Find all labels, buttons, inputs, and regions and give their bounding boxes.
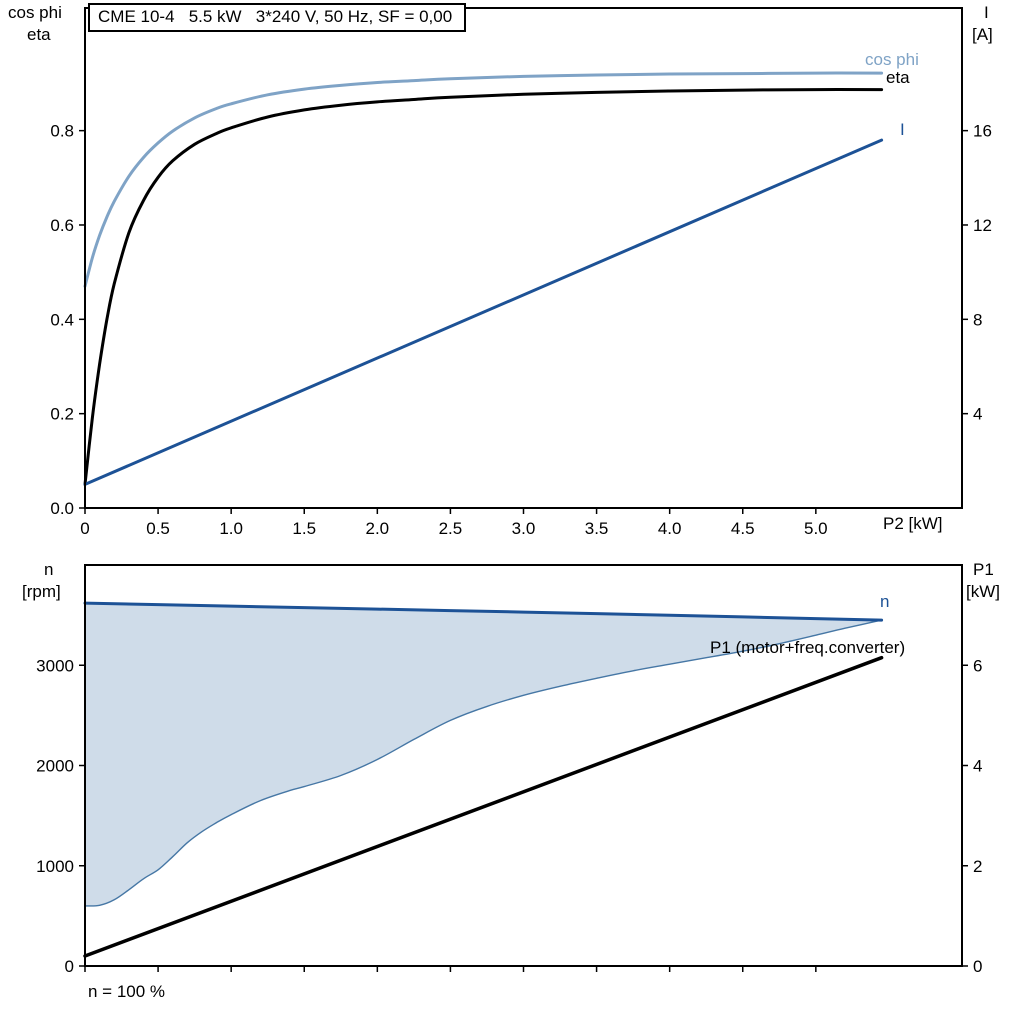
svg-text:0.6: 0.6	[50, 216, 74, 235]
current-curve-label: I	[900, 120, 905, 139]
bottom-right-axis-label-line1: P1	[973, 560, 994, 579]
svg-text:0.8: 0.8	[50, 122, 74, 141]
svg-text:4.5: 4.5	[731, 519, 755, 538]
svg-text:3000: 3000	[36, 656, 74, 675]
svg-text:0.2: 0.2	[50, 405, 74, 424]
svg-text:2.5: 2.5	[439, 519, 463, 538]
svg-text:1000: 1000	[36, 857, 74, 876]
bottom-left-axis-label-line1: n	[44, 560, 54, 579]
top-left-axis-label-line1: cos phi	[8, 3, 62, 22]
svg-text:1.0: 1.0	[219, 519, 243, 538]
speed-curve-label: n	[880, 592, 890, 611]
top-left-axis-label-line2: eta	[27, 25, 51, 44]
svg-text:0: 0	[80, 519, 89, 538]
svg-text:0.4: 0.4	[50, 310, 74, 329]
bottom-right-axis-label-line2: [kW]	[966, 582, 1000, 601]
bottom-left-axis-label-line2: [rpm]	[22, 582, 61, 601]
x-axis-title: P2 [kW]	[883, 514, 943, 533]
speed-footnote: n = 100 %	[88, 982, 166, 1001]
top-right-axis-label-line1: I	[984, 3, 989, 22]
svg-text:12: 12	[973, 216, 992, 235]
svg-text:1.5: 1.5	[292, 519, 316, 538]
svg-text:6: 6	[973, 656, 982, 675]
svg-text:3.0: 3.0	[512, 519, 536, 538]
svg-text:8: 8	[973, 310, 982, 329]
svg-text:4.0: 4.0	[658, 519, 682, 538]
svg-text:3.5: 3.5	[585, 519, 609, 538]
svg-text:2: 2	[973, 857, 982, 876]
chart-title-box: CME 10-4 5.5 kW 3*240 V, 50 Hz, SF = 0,0…	[88, 3, 467, 32]
svg-text:16: 16	[973, 122, 992, 141]
svg-text:4: 4	[973, 405, 982, 424]
svg-text:0: 0	[973, 957, 982, 976]
eta-curve-label: eta	[886, 68, 910, 87]
cos-phi-curve-label: cos phi	[865, 50, 919, 69]
svg-text:0.5: 0.5	[146, 519, 170, 538]
svg-text:4: 4	[973, 757, 982, 776]
svg-text:0: 0	[65, 957, 74, 976]
p1-curve-label: P1 (motor+freq.converter)	[710, 638, 906, 657]
svg-text:2.0: 2.0	[366, 519, 390, 538]
svg-text:2000: 2000	[36, 757, 74, 776]
top-right-axis-label-line2: [A]	[972, 25, 993, 44]
svg-text:5.0: 5.0	[804, 519, 828, 538]
svg-text:0.0: 0.0	[50, 499, 74, 518]
